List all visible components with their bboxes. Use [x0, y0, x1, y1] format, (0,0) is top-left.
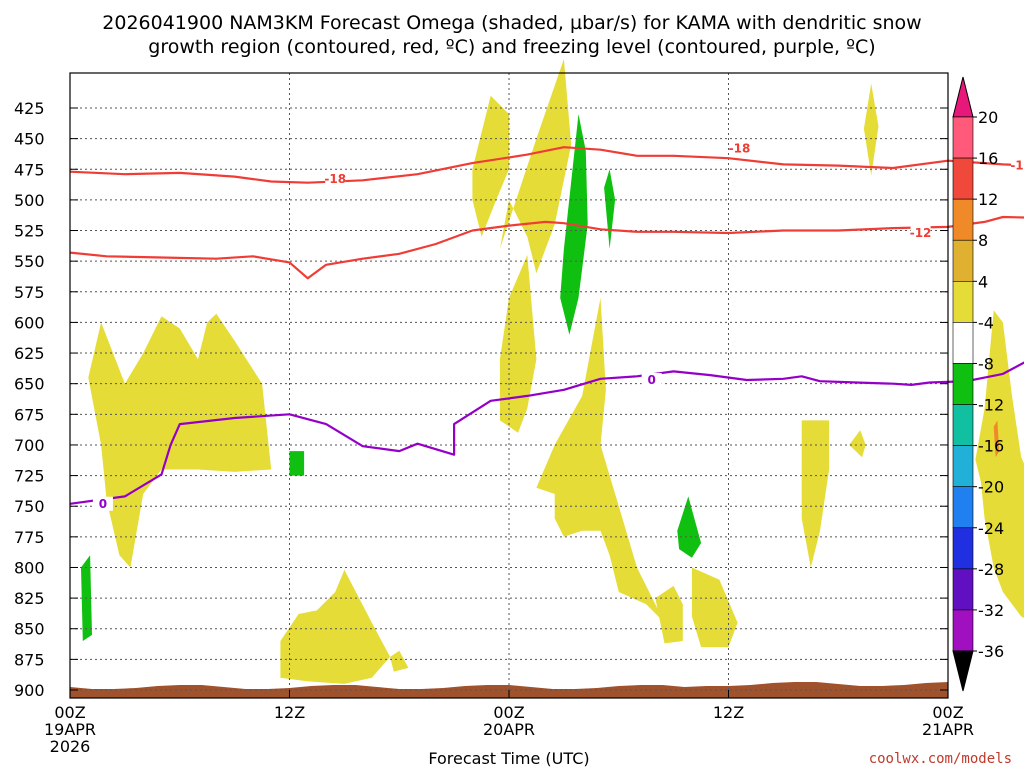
colorbar-swatch-11 — [952, 568, 974, 611]
contour-label-bg — [910, 225, 931, 240]
contour-label--18c-isotherm-0: -18 — [324, 172, 346, 186]
omega-region-up+4-1 — [280, 569, 391, 684]
omega-region-up+4-11 — [863, 83, 879, 176]
contour-label-bg — [729, 141, 750, 156]
omega-region-up+4-13 — [1008, 408, 1016, 445]
x-tick-label-36-0: 12Z — [713, 703, 744, 722]
colorbar-swatch-3 — [952, 239, 974, 282]
omega-shading-layer — [81, 59, 1024, 684]
colorbar-label-8: -16 — [978, 437, 1004, 456]
y-tick-label-900: 900 — [14, 681, 45, 700]
x-tick-label-24-0: 00Z — [493, 703, 524, 722]
contour-label-bg — [1011, 158, 1024, 173]
y-tick-label-875: 875 — [14, 650, 45, 669]
colorbar-label-12: -32 — [978, 601, 1004, 620]
colorbar-label-10: -24 — [978, 519, 1004, 538]
colorbar-label-1: 16 — [978, 149, 998, 168]
y-tick-label-700: 700 — [14, 436, 45, 455]
y-tick-label-800: 800 — [14, 558, 45, 577]
omega-region-up+4-12 — [975, 310, 1024, 618]
x-tick-label-0-1: 19APR — [44, 720, 96, 739]
x-tick-label-0-2: 2026 — [50, 737, 91, 756]
y-tick-label-825: 825 — [14, 589, 45, 608]
y-tick-label-550: 550 — [14, 252, 45, 271]
colorbar-swatch-8 — [952, 445, 974, 487]
x-tick-label-12-0: 12Z — [274, 703, 305, 722]
omega-region-up+4-4 — [499, 59, 572, 274]
colorbar-swatch-0 — [952, 116, 974, 159]
y-tick-label-625: 625 — [14, 344, 45, 363]
contour-label-0c-freezing-level-0: 0 — [99, 497, 107, 511]
colorbar-label-13: -36 — [978, 642, 1004, 661]
omega-region-up+4-2 — [390, 650, 409, 672]
omega-region-orange-19 — [993, 420, 1000, 458]
y-tick-label-675: 675 — [14, 405, 45, 424]
colorbar-swatch-9 — [952, 486, 974, 529]
x-tick-label-0-0: 00Z — [54, 703, 85, 722]
axes: 425 450 475 500 525 550 575 600 625 650 675 700 725 7… — [14, 99, 974, 756]
colorbar-swatch-2 — [952, 198, 974, 241]
colorbar-swatch-10 — [952, 527, 974, 570]
omega-region-down-4-17 — [289, 451, 305, 476]
x-tick-label-48-1: 21APR — [922, 720, 974, 739]
y-tick-label-600: 600 — [14, 313, 45, 332]
omega-region-up+4-7 — [655, 585, 683, 644]
chart-title-line-1: 2026041900 NAM3KM Forecast Omega (shaded… — [102, 12, 921, 34]
colorbar-bottom-arrow — [952, 650, 974, 692]
colorbar-swatch-5 — [952, 322, 974, 364]
colorbar-swatch-7 — [952, 404, 974, 446]
y-tick-label-525: 525 — [14, 222, 45, 241]
colorbar-label-9: -20 — [978, 478, 1004, 497]
contour-0c-freezing-level — [69, 361, 1024, 505]
contour-label-bg — [92, 496, 113, 511]
colorbar-label-5: -4 — [978, 313, 994, 332]
omega-region-up+4-3 — [472, 95, 509, 237]
y-tick-label-575: 575 — [14, 283, 45, 302]
y-tick-label-425: 425 — [14, 99, 45, 118]
omega-region-up+4-0 — [88, 313, 272, 568]
y-tick-label-725: 725 — [14, 467, 45, 486]
colorbar-label-2: 12 — [978, 190, 998, 209]
colorbar-label-6: -8 — [978, 354, 994, 373]
colorbar-swatch-1 — [952, 157, 974, 200]
omega-region-up+4-9 — [801, 420, 830, 568]
contour-label--18c-isotherm-2: -18 — [1010, 159, 1024, 173]
contour-label--18c-isotherm-1: -18 — [729, 141, 751, 155]
omega-region-up+4-6 — [536, 297, 665, 623]
contour-label-bg — [641, 373, 662, 388]
x-tick-label-48-0: 00Z — [932, 703, 963, 722]
y-tick-label-850: 850 — [14, 620, 45, 639]
y-tick-label-775: 775 — [14, 528, 45, 547]
omega-region-down-4-16 — [677, 496, 702, 558]
y-tick-label-750: 750 — [14, 497, 45, 516]
colorbar: 20 16 12 8 4 -4 -8 -12 -16 -20 -24 -28 -32 -36 — [952, 76, 1004, 692]
colorbar-label-0: 20 — [978, 108, 998, 127]
y-tick-label-500: 500 — [14, 191, 45, 210]
contour-label-0c-freezing-level-1: 0 — [647, 373, 655, 387]
colorbar-label-11: -28 — [978, 560, 1004, 579]
colorbar-label-3: 8 — [978, 231, 988, 250]
colorbar-swatch-6 — [952, 363, 974, 405]
credit-text: coolwx.com/models — [869, 751, 1012, 767]
y-tick-label-450: 450 — [14, 130, 45, 149]
y-tick-label-650: 650 — [14, 375, 45, 394]
omega-region-up+4-8 — [691, 567, 738, 648]
colorbar-swatch-12 — [952, 609, 974, 652]
contour-label--12c-isotherm-0: -12 — [910, 226, 932, 240]
omega-region-down-4-15 — [604, 169, 616, 249]
omega-region-up+4-10 — [849, 430, 866, 458]
y-tick-label-475: 475 — [14, 160, 45, 179]
x-tick-label-24-1: 20APR — [483, 720, 535, 739]
colorbar-top-arrow — [952, 76, 974, 118]
omega-region-up+4-5 — [499, 255, 537, 433]
colorbar-swatch-4 — [952, 281, 974, 323]
colorbar-label-4: 4 — [978, 272, 988, 291]
colorbar-label-7: -12 — [978, 396, 1004, 415]
contour-label-bg — [325, 172, 346, 187]
x-axis-label: Forecast Time (UTC) — [428, 749, 589, 768]
chart-title-line-2: growth region (contoured, red, ºC) and f… — [148, 36, 875, 58]
